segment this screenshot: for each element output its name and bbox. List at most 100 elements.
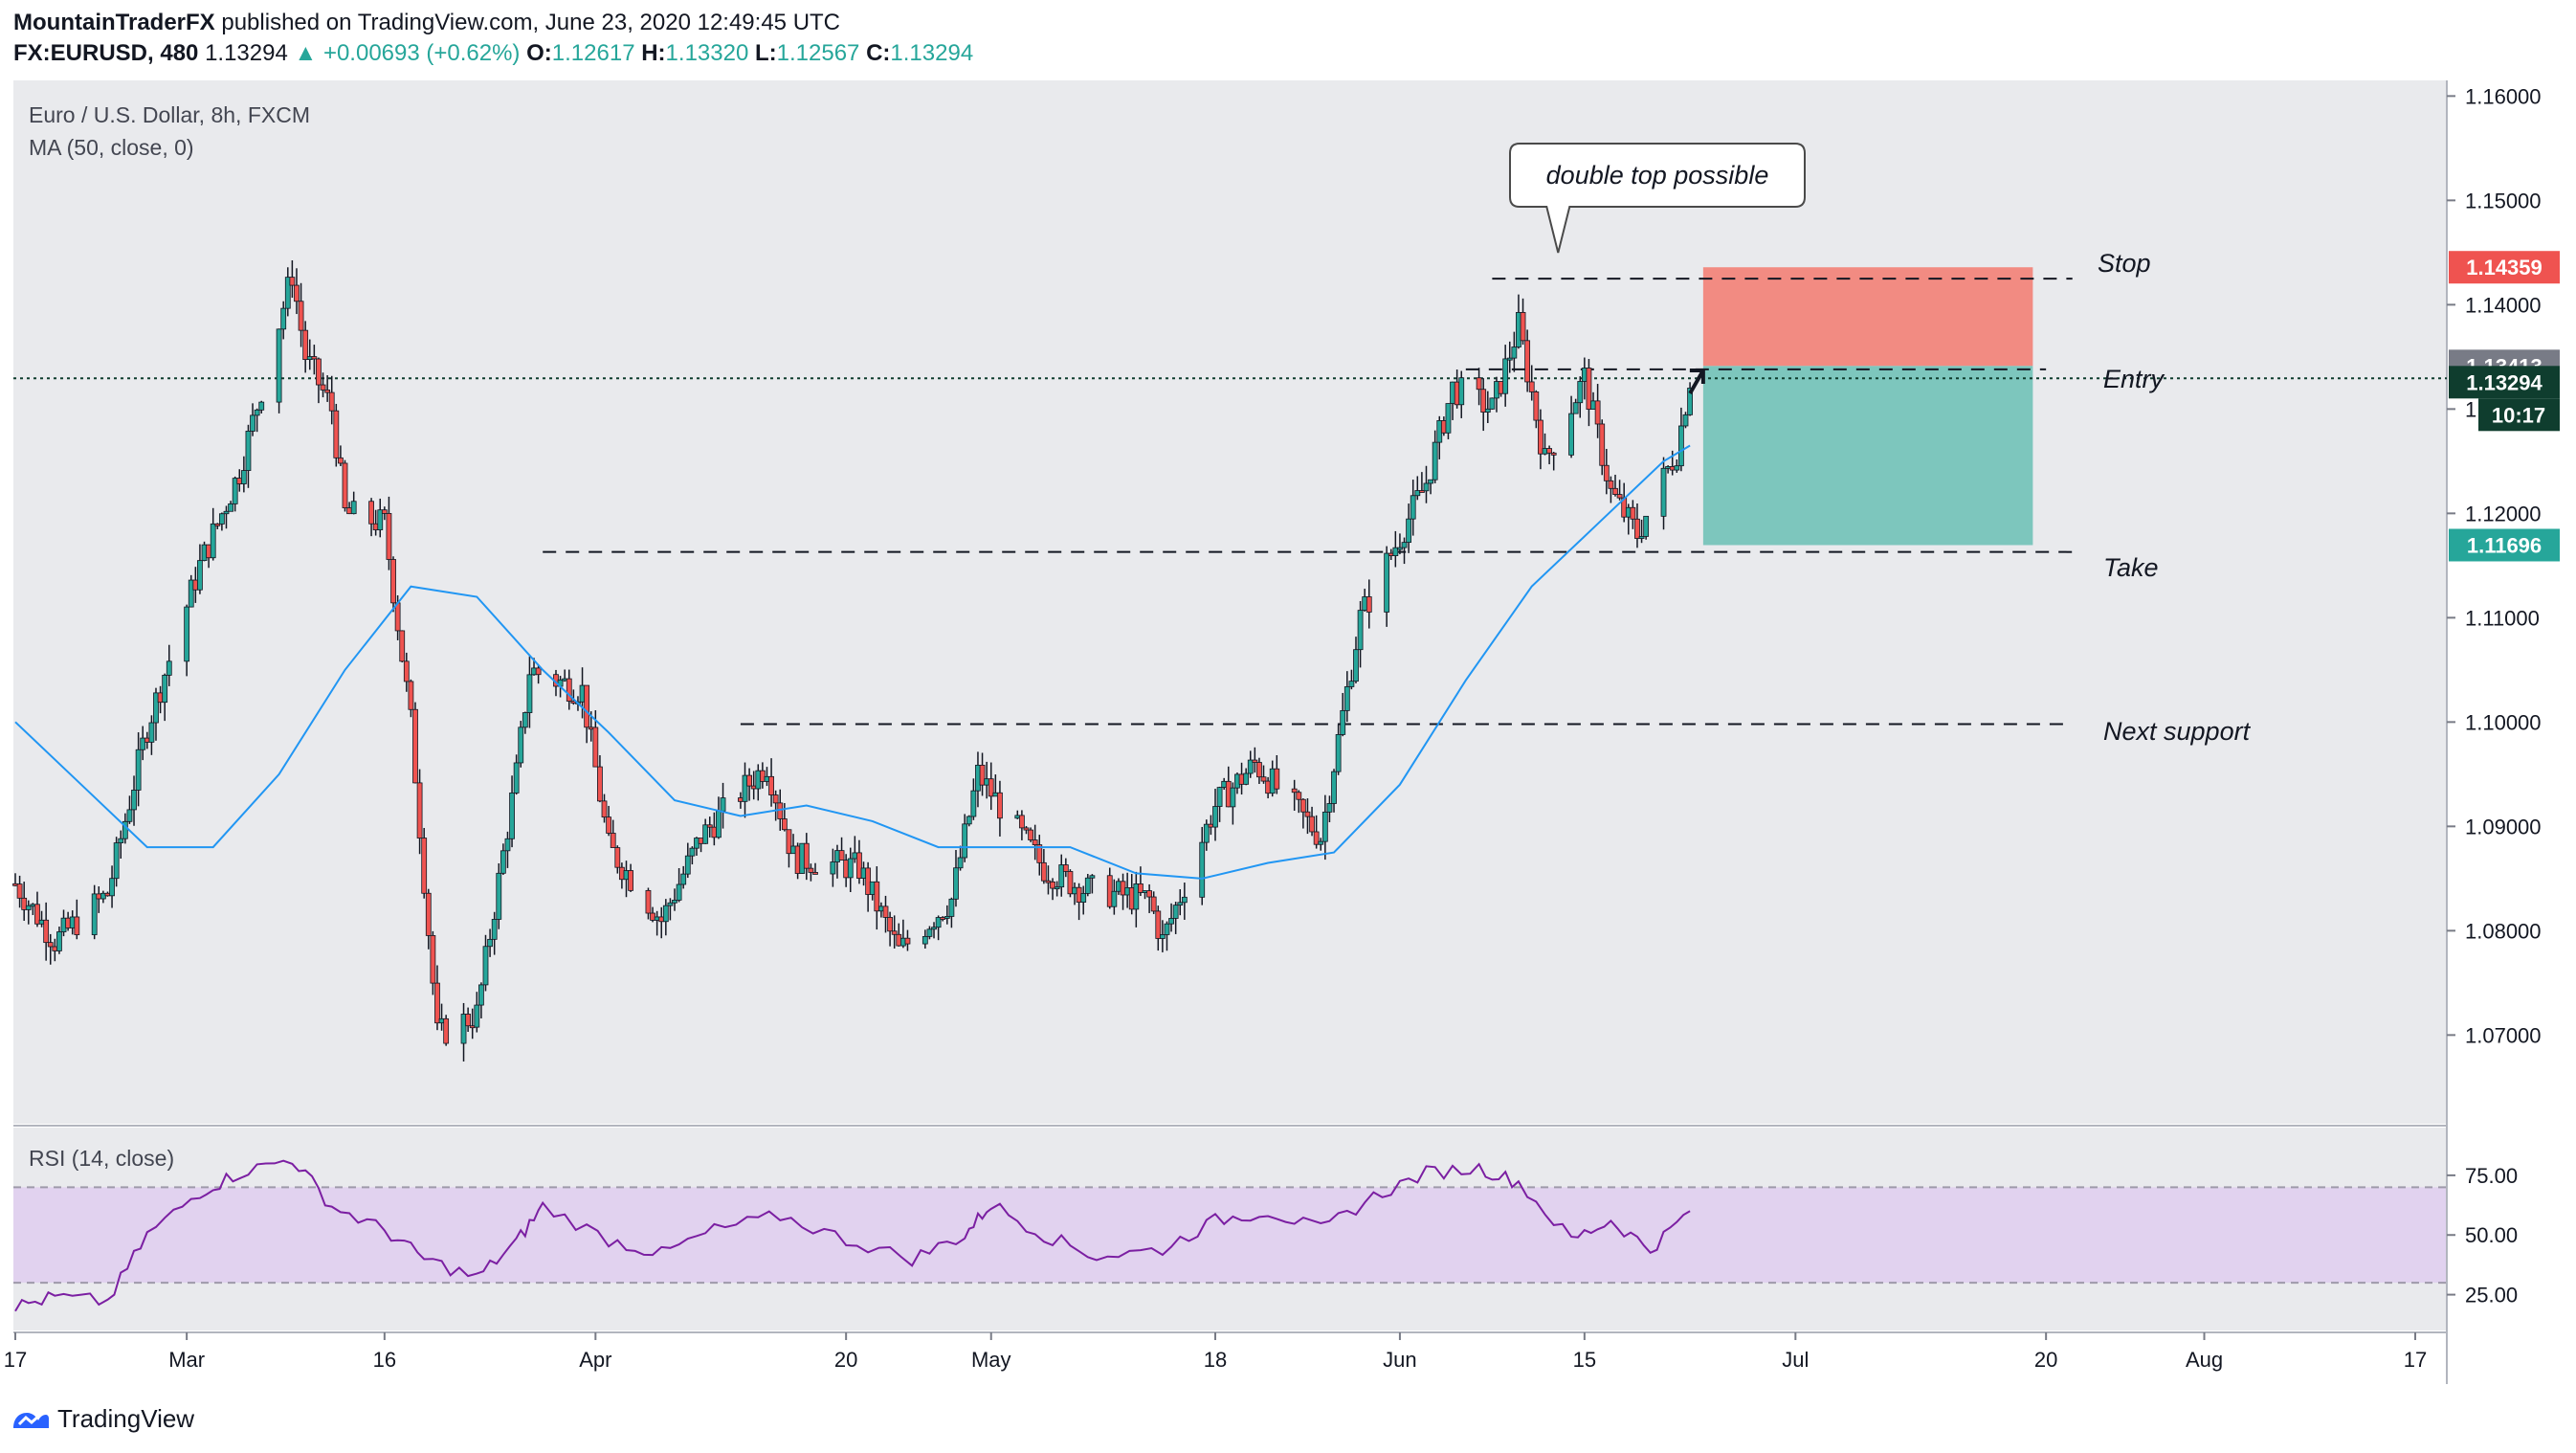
candle-body <box>759 770 766 782</box>
candle-body <box>421 838 428 894</box>
candle-body <box>1256 762 1262 778</box>
candle-body <box>1212 806 1218 828</box>
callout-bubble[interactable]: double top possible <box>1509 143 1806 254</box>
candle-body <box>1528 381 1535 392</box>
candle-body <box>716 810 722 838</box>
candle-body <box>1524 340 1531 383</box>
stop-label: Stop <box>2098 249 2151 278</box>
candle-body <box>1296 792 1302 800</box>
candle-body <box>1550 452 1557 456</box>
time-tick-label: 18 <box>1204 1348 1227 1372</box>
time-tick-label: May <box>971 1348 1011 1372</box>
candle-body <box>1410 495 1416 520</box>
main-pane[interactable] <box>13 80 2447 1124</box>
take-profit-zone <box>1702 366 2033 546</box>
candle-body <box>1321 811 1328 842</box>
candle-body <box>847 858 854 879</box>
up-arrow-icon: ▲ <box>294 40 318 66</box>
candle-body <box>1423 482 1430 492</box>
take-price-tag-text: 1.11696 <box>2467 533 2542 557</box>
candle-body <box>662 905 669 923</box>
candle-body <box>1084 877 1091 894</box>
candle-body <box>597 766 603 802</box>
time-axis[interactable] <box>13 1332 2447 1386</box>
tradingview-logo-icon <box>13 1413 49 1428</box>
candle-body <box>214 523 221 526</box>
candle-body <box>702 824 709 844</box>
candle-body <box>491 919 498 940</box>
candle-body <box>1357 610 1364 651</box>
candle-body <box>1489 397 1496 410</box>
candle-body <box>720 797 726 812</box>
candle-body <box>284 277 291 309</box>
candle-body <box>601 800 608 818</box>
candle-body <box>148 722 155 743</box>
candle-body <box>324 389 331 393</box>
price-tick-label: 1.07000 <box>2465 1023 2542 1047</box>
rsi-tick-label: 75.00 <box>2465 1164 2518 1188</box>
horizontal-levels[interactable] <box>13 278 2447 726</box>
candle-body <box>953 867 959 900</box>
candle-body <box>944 916 950 919</box>
candle-body <box>1133 883 1140 910</box>
candle-body <box>904 937 911 945</box>
rsi-band <box>13 1187 2447 1284</box>
author-name[interactable]: MountainTraderFX <box>13 10 215 35</box>
candle-body <box>1050 881 1055 889</box>
candle-body <box>1023 827 1030 831</box>
take-price-tag <box>2449 528 2560 562</box>
candle-body <box>1304 811 1311 817</box>
candle-body <box>526 674 533 713</box>
last-price-tag <box>2449 366 2560 399</box>
candle-body <box>1401 542 1408 548</box>
candle-body <box>25 905 32 910</box>
instrument-legend[interactable]: Euro / U.S. Dollar, 8h, FXCM <box>29 102 310 127</box>
candle-body <box>1252 759 1258 763</box>
low-label: L: <box>754 40 777 66</box>
candle-body <box>513 762 520 794</box>
high-label: H: <box>641 40 666 66</box>
candle-body <box>1586 368 1592 410</box>
candle-body <box>874 881 880 912</box>
close-label: C: <box>866 40 891 66</box>
chart-area[interactable]: 1.160001.150001.140001.130001.120001.110… <box>0 0 2576 1397</box>
price-tick-label: 1.10000 <box>2465 710 2542 734</box>
candle-body <box>689 847 696 857</box>
time-tick-label: Jun <box>1383 1348 1416 1372</box>
ma-legend[interactable]: MA (50, close, 0) <box>29 135 194 160</box>
candle-body <box>280 307 287 330</box>
candle-body <box>1520 312 1526 342</box>
candle-body <box>500 850 506 874</box>
candle-body <box>931 927 937 930</box>
candle-body <box>504 838 511 852</box>
candle-body <box>43 919 50 944</box>
candle-body <box>338 457 344 464</box>
candle-body <box>434 982 440 1024</box>
candle-body <box>1506 357 1513 361</box>
candle-body <box>1138 883 1144 893</box>
candle-body <box>1392 547 1399 556</box>
symbol-label[interactable]: FX:EURUSD, 480 <box>13 40 199 66</box>
entry-arrow-icon[interactable] <box>1688 369 1705 394</box>
time-tick-label: 16 <box>373 1348 396 1372</box>
time-tick-label: Apr <box>579 1348 611 1372</box>
candle-body <box>1603 464 1610 481</box>
candle-body <box>1397 547 1403 550</box>
position-zones[interactable] <box>1702 267 2033 546</box>
candle-body <box>153 692 159 724</box>
candle-body <box>1616 494 1623 499</box>
stop-price-tag-text: 1.14359 <box>2466 256 2543 279</box>
rsi-legend[interactable]: RSI (14, close) <box>29 1146 174 1171</box>
candle-body <box>926 928 933 937</box>
rsi-axis[interactable]: 75.00 50.00 25.00 <box>2447 1164 2518 1308</box>
tradingview-brand[interactable]: TradingView <box>11 1399 194 1438</box>
candle-body <box>333 410 340 458</box>
price-axis[interactable]: 1.160001.150001.140001.130001.120001.110… <box>2447 84 2542 1047</box>
candle-body <box>232 478 238 504</box>
candle-body <box>1028 829 1033 840</box>
candle-body <box>302 329 309 361</box>
candle-body <box>320 384 326 391</box>
candle-body <box>109 878 115 897</box>
candle-body <box>1572 402 1579 414</box>
rsi-line <box>14 1159 1691 1312</box>
